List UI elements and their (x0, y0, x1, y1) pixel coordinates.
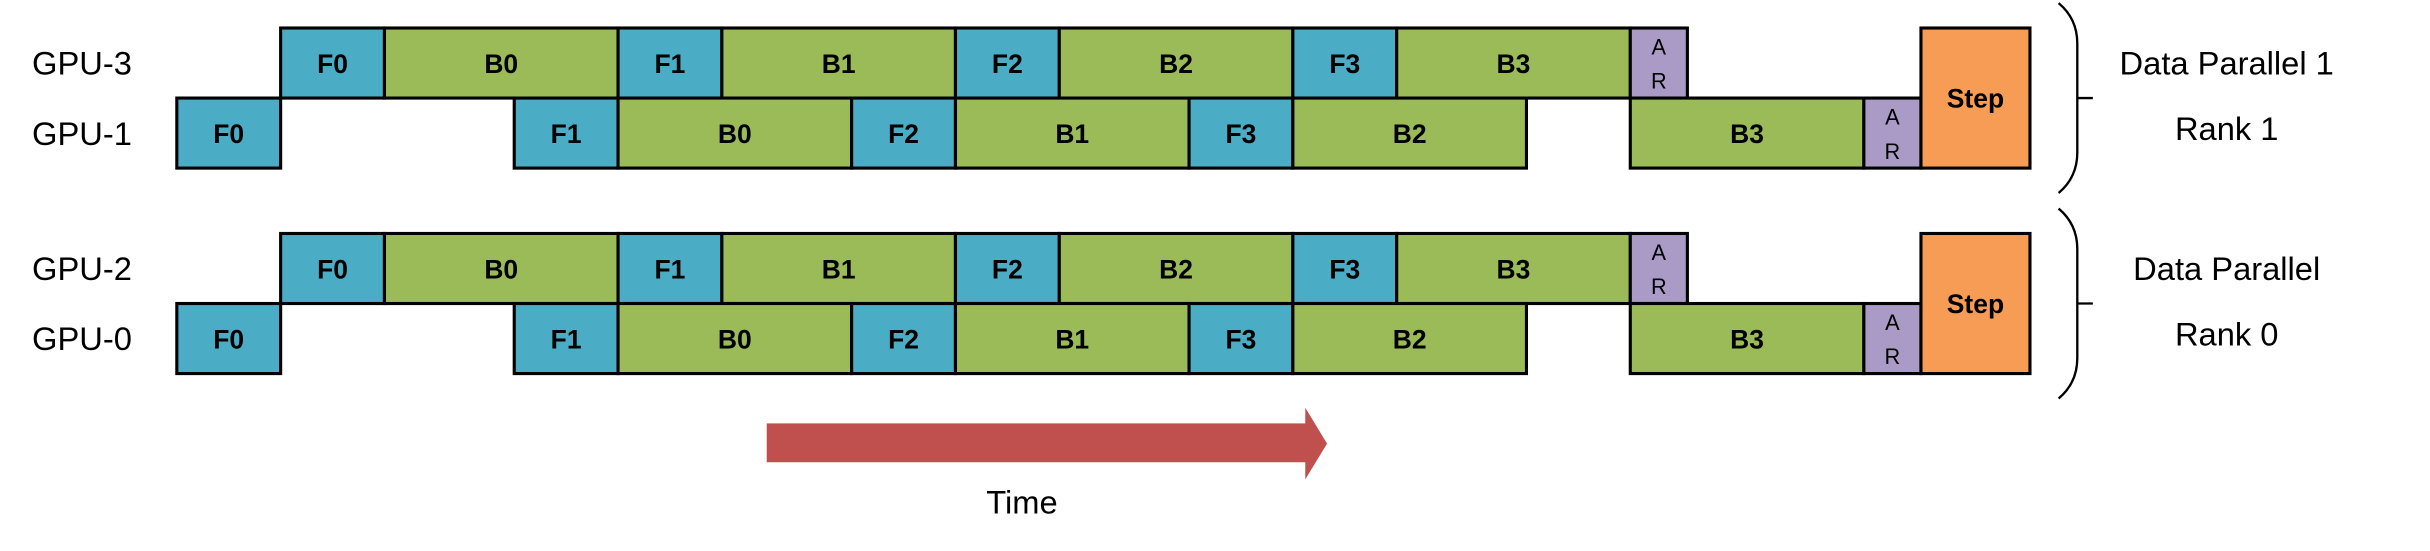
group-brace (2057, 207, 2093, 400)
task-label: F3 (1226, 325, 1257, 355)
task-label: B0 (484, 49, 518, 79)
group-brace (2057, 2, 2093, 194)
task-label: F1 (551, 119, 582, 149)
forward-task-f2: F2 (850, 301, 958, 376)
forward-task-f1: F1 (512, 96, 620, 170)
gpu-label: GPU-1 (32, 115, 132, 152)
time-label: Time (986, 484, 1057, 521)
task-label: F2 (992, 49, 1023, 79)
ar-label-top: A (1652, 34, 1667, 59)
forward-task-f2: F2 (953, 231, 1061, 306)
backward-task-b3: B3 (1628, 301, 1866, 376)
forward-task-f2: F2 (953, 26, 1061, 100)
task-label: B2 (1393, 119, 1427, 149)
backward-task-b2: B2 (1057, 231, 1295, 306)
task-label: F0 (317, 255, 348, 285)
ar-label-bottom: R (1885, 139, 1901, 164)
forward-task-f2: F2 (850, 96, 958, 170)
task-label: F2 (888, 325, 919, 355)
ar-label-bottom: R (1651, 69, 1667, 94)
gpu-label: GPU-2 (32, 250, 132, 287)
backward-task-b0: B0 (382, 231, 620, 306)
forward-task-f3: F3 (1187, 301, 1295, 376)
backward-task-b2: B2 (1291, 96, 1529, 170)
step-label: Step (1947, 289, 2004, 319)
task-label: F0 (213, 119, 244, 149)
ar-label-bottom: R (1651, 274, 1667, 299)
backward-task-b3: B3 (1628, 96, 1866, 170)
group-label-line1: Data Parallel (2133, 250, 2320, 287)
task-label: F3 (1329, 255, 1360, 285)
step-box (1919, 231, 2032, 376)
time-arrow (766, 407, 1328, 480)
backward-task-b1: B1 (720, 26, 958, 100)
task-label: B1 (822, 255, 856, 285)
forward-task-f1: F1 (512, 301, 620, 376)
gpu-label: GPU-0 (32, 320, 132, 357)
task-label: B1 (1055, 325, 1089, 355)
forward-task-f0: F0 (279, 26, 387, 100)
step-box (1919, 26, 2032, 170)
task-label: F2 (888, 119, 919, 149)
task-label: B2 (1159, 49, 1193, 79)
backward-task-b0: B0 (616, 96, 854, 170)
task-label: B0 (718, 325, 752, 355)
task-label: B1 (822, 49, 856, 79)
task-label: B0 (718, 119, 752, 149)
task-label: B3 (1730, 325, 1764, 355)
task-label: F3 (1226, 119, 1257, 149)
task-label: B3 (1497, 255, 1531, 285)
group-label-line1: Data Parallel 1 (2120, 45, 2334, 82)
group-label-line2: Rank 1 (2175, 110, 2279, 147)
task-label: F1 (551, 325, 582, 355)
allreduce-task-ar (1862, 301, 1923, 376)
backward-task-b0: B0 (616, 301, 854, 376)
backward-task-b3: B3 (1395, 231, 1632, 306)
forward-task-f1: F1 (616, 26, 724, 100)
forward-task-f0: F0 (175, 301, 283, 376)
backward-task-b2: B2 (1291, 301, 1529, 376)
ar-label-top: A (1652, 240, 1667, 265)
step-label: Step (1947, 83, 2004, 113)
ar-label-top: A (1885, 310, 1900, 335)
backward-task-b1: B1 (953, 301, 1191, 376)
task-label: B3 (1497, 49, 1531, 79)
group-label-line2: Rank 0 (2175, 316, 2279, 353)
backward-task-b0: B0 (382, 26, 620, 100)
forward-task-f3: F3 (1187, 96, 1295, 170)
forward-task-f1: F1 (616, 231, 724, 306)
ar-label-bottom: R (1885, 344, 1901, 369)
task-label: B1 (1055, 119, 1089, 149)
task-label: F3 (1329, 49, 1360, 79)
backward-task-b1: B1 (953, 96, 1191, 170)
backward-task-b1: B1 (720, 231, 958, 306)
task-label: B2 (1159, 255, 1193, 285)
forward-task-f0: F0 (279, 231, 387, 306)
task-label: F0 (213, 325, 244, 355)
task-label: F2 (992, 255, 1023, 285)
gpu-label: GPU-3 (32, 45, 132, 82)
forward-task-f3: F3 (1291, 26, 1399, 100)
ar-label-top: A (1885, 105, 1900, 130)
task-label: F1 (655, 255, 686, 285)
backward-task-b3: B3 (1395, 26, 1632, 100)
task-label: B0 (484, 255, 518, 285)
task-label: B3 (1730, 119, 1764, 149)
task-label: F1 (655, 49, 686, 79)
task-label: B2 (1393, 325, 1427, 355)
task-label: F0 (317, 49, 348, 79)
forward-task-f0: F0 (175, 96, 283, 170)
forward-task-f3: F3 (1291, 231, 1399, 306)
backward-task-b2: B2 (1057, 26, 1295, 100)
